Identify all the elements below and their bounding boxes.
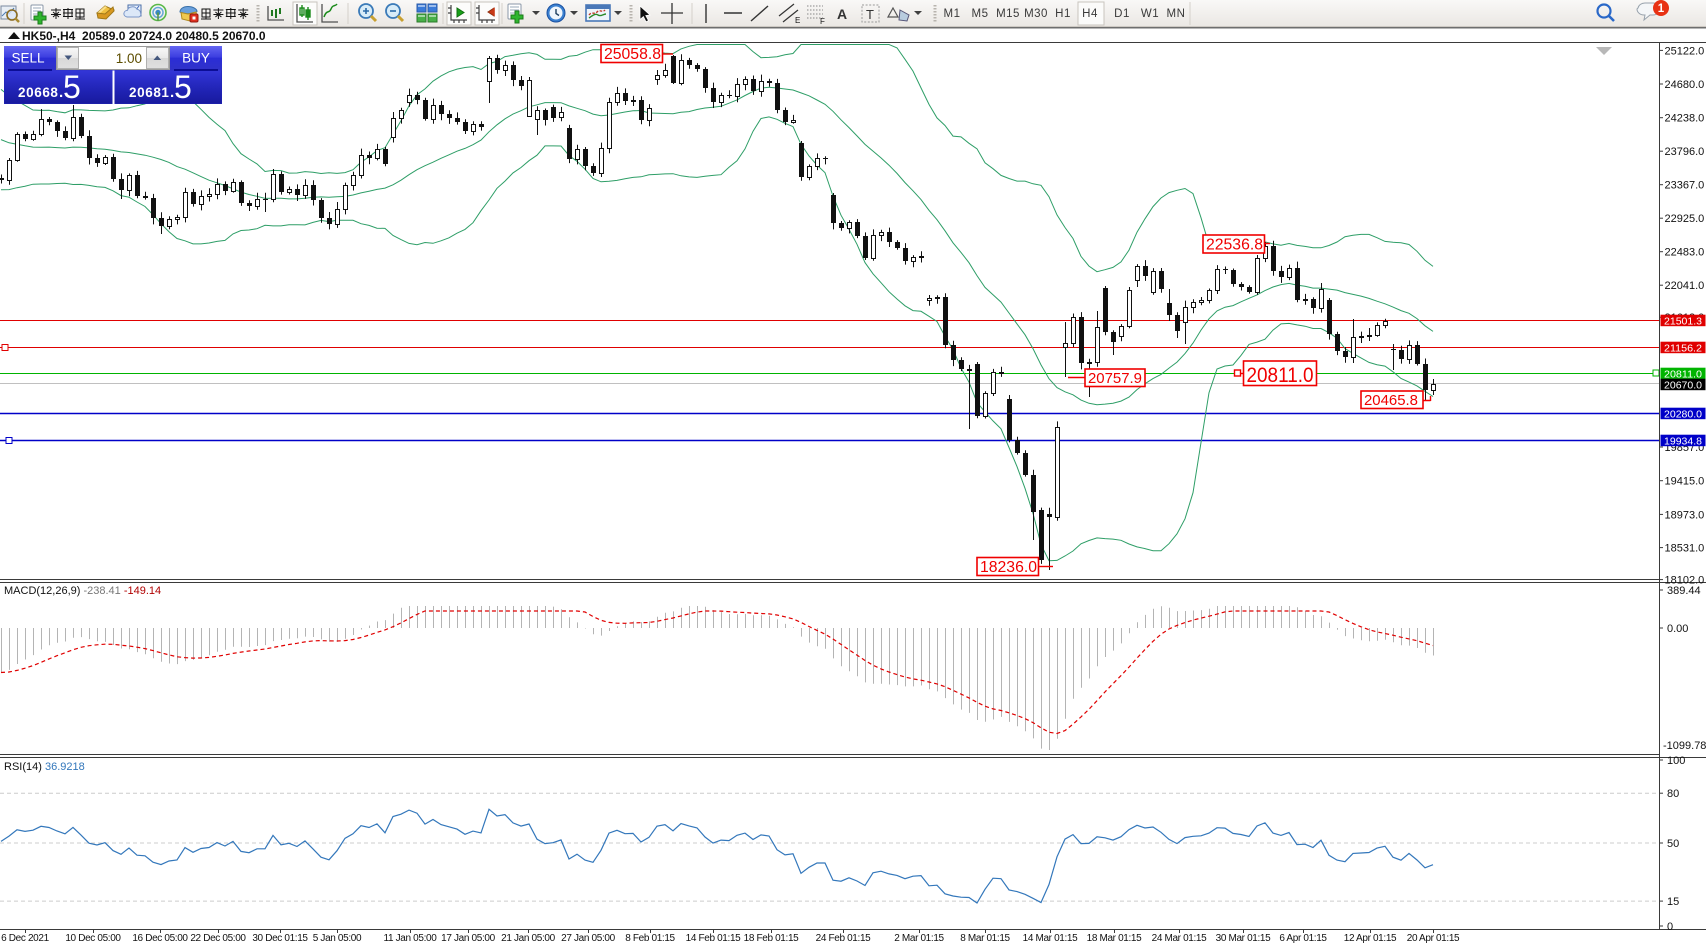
svg-text:24 Feb 01:15: 24 Feb 01:15 <box>816 933 872 944</box>
svg-text:5 Jan 05:00: 5 Jan 05:00 <box>313 933 362 944</box>
svg-text:25058.8: 25058.8 <box>604 46 661 63</box>
svg-text:5: 5 <box>63 69 81 105</box>
svg-text:30 Mar 01:15: 30 Mar 01:15 <box>1216 933 1272 944</box>
svg-text:H1: H1 <box>1055 8 1071 20</box>
svg-text:22536.8: 22536.8 <box>1206 237 1263 254</box>
svg-text:M15: M15 <box>996 8 1020 20</box>
svg-text:10 Dec 05:00: 10 Dec 05:00 <box>65 933 121 944</box>
svg-text:15: 15 <box>1667 896 1679 908</box>
svg-text:20681: 20681 <box>129 85 170 100</box>
svg-text:8 Feb 01:15: 8 Feb 01:15 <box>625 933 675 944</box>
svg-text:H4: H4 <box>1082 8 1098 20</box>
svg-text:1: 1 <box>1658 3 1665 15</box>
svg-text:27 Jan 05:00: 27 Jan 05:00 <box>561 933 615 944</box>
svg-text:20465.8: 20465.8 <box>1364 392 1418 409</box>
svg-text:.: . <box>170 84 174 101</box>
svg-text:20280.0: 20280.0 <box>1664 409 1702 421</box>
svg-text:24238.0: 24238.0 <box>1665 113 1705 125</box>
svg-text:50: 50 <box>1667 838 1679 850</box>
svg-text:18531.0: 18531.0 <box>1665 543 1705 555</box>
svg-text:RSI(14) 36.9218: RSI(14) 36.9218 <box>4 761 85 773</box>
svg-text:80: 80 <box>1667 788 1679 800</box>
svg-text:22925.0: 22925.0 <box>1665 213 1705 225</box>
svg-text:24 Mar 01:15: 24 Mar 01:15 <box>1152 933 1208 944</box>
svg-text:22041.0: 22041.0 <box>1665 280 1705 292</box>
svg-text:16 Dec 05:00: 16 Dec 05:00 <box>132 933 188 944</box>
svg-text:20668: 20668 <box>18 85 59 100</box>
svg-text:0.00: 0.00 <box>1667 623 1688 635</box>
svg-text:.: . <box>59 84 63 101</box>
svg-text:20757.9: 20757.9 <box>1088 370 1142 387</box>
svg-text:M5: M5 <box>972 8 989 20</box>
svg-text:5: 5 <box>174 69 192 105</box>
svg-text:M30: M30 <box>1024 8 1048 20</box>
svg-text:2 Mar 01:15: 2 Mar 01:15 <box>894 933 944 944</box>
svg-text:18 Feb 01:15: 18 Feb 01:15 <box>744 933 800 944</box>
svg-text:6 Dec 2021: 6 Dec 2021 <box>1 933 49 944</box>
svg-text:-1099.78: -1099.78 <box>1663 740 1706 752</box>
svg-text:6 Apr 01:15: 6 Apr 01:15 <box>1279 933 1327 944</box>
svg-text:100: 100 <box>1667 755 1685 767</box>
svg-text:M1: M1 <box>944 8 961 20</box>
svg-text:18 Mar 01:15: 18 Mar 01:15 <box>1087 933 1143 944</box>
svg-text:18973.0: 18973.0 <box>1665 509 1705 521</box>
svg-text:MN: MN <box>1167 8 1186 20</box>
svg-text:14 Mar 01:15: 14 Mar 01:15 <box>1023 933 1079 944</box>
svg-text:21 Jan 05:00: 21 Jan 05:00 <box>501 933 555 944</box>
svg-text:17 Jan 05:00: 17 Jan 05:00 <box>441 933 495 944</box>
svg-text:A: A <box>837 6 847 22</box>
svg-text:22483.0: 22483.0 <box>1665 247 1705 259</box>
svg-text:20670.0: 20670.0 <box>1664 380 1702 392</box>
svg-text:0: 0 <box>1667 921 1673 933</box>
svg-text:23367.0: 23367.0 <box>1665 180 1705 192</box>
svg-text:BUY: BUY <box>182 51 210 66</box>
svg-text:24680.0: 24680.0 <box>1665 79 1705 91</box>
svg-text:389.44: 389.44 <box>1667 585 1701 597</box>
svg-text:SELL: SELL <box>11 51 45 66</box>
svg-text:1.00: 1.00 <box>116 51 142 66</box>
svg-text:HK50-,H4 20589.0 20724.0 2048: HK50-,H4 20589.0 20724.0 20480.5 20670.0 <box>22 29 266 43</box>
svg-text:8 Mar 01:15: 8 Mar 01:15 <box>960 933 1010 944</box>
svg-text:D1: D1 <box>1114 8 1130 20</box>
svg-text:E: E <box>795 16 800 25</box>
svg-text:20811.0: 20811.0 <box>1664 369 1702 381</box>
svg-text:20811.0: 20811.0 <box>1247 363 1314 387</box>
svg-text:14 Feb 01:15: 14 Feb 01:15 <box>686 933 742 944</box>
svg-text:W1: W1 <box>1141 8 1159 20</box>
svg-text:11 Jan 05:00: 11 Jan 05:00 <box>384 933 438 944</box>
svg-text:19934.8: 19934.8 <box>1664 436 1702 448</box>
svg-text:19415.0: 19415.0 <box>1665 476 1705 488</box>
svg-text:21156.2: 21156.2 <box>1664 343 1702 355</box>
svg-text:21501.3: 21501.3 <box>1664 316 1702 328</box>
svg-text:F: F <box>820 17 825 26</box>
svg-text:18102.0: 18102.0 <box>1665 575 1705 587</box>
svg-text:22 Dec 05:00: 22 Dec 05:00 <box>190 933 246 944</box>
svg-text:20 Apr 01:15: 20 Apr 01:15 <box>1407 933 1460 944</box>
svg-text:MACD(12,26,9) -238.41 -149.14: MACD(12,26,9) -238.41 -149.14 <box>4 585 161 597</box>
svg-text:T: T <box>866 7 874 22</box>
svg-text:12 Apr 01:15: 12 Apr 01:15 <box>1344 933 1397 944</box>
svg-text:30 Dec 01:15: 30 Dec 01:15 <box>252 933 308 944</box>
svg-text:18236.0: 18236.0 <box>980 559 1037 576</box>
svg-text:25122.0: 25122.0 <box>1665 45 1705 57</box>
svg-text:23796.0: 23796.0 <box>1665 146 1705 158</box>
